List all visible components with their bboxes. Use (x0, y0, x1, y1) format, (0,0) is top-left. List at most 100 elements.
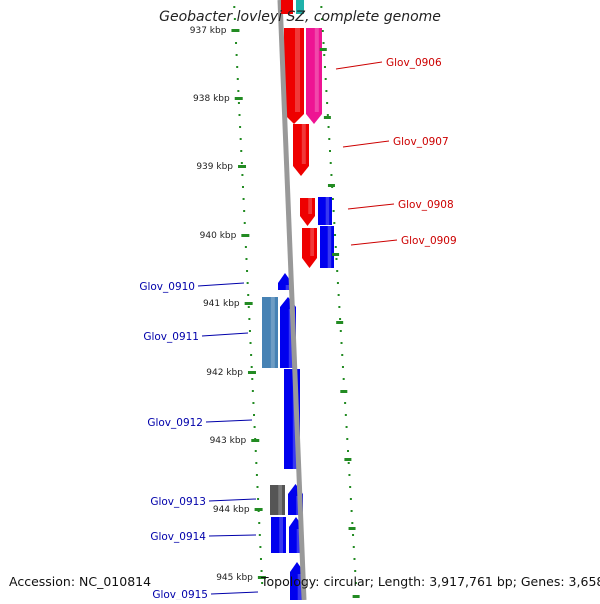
major-tick-right (344, 458, 352, 461)
right-tick-track-dot (350, 510, 353, 512)
gene-label-glov_0906: Glov_0906 (386, 57, 442, 69)
major-tick (247, 371, 256, 374)
tick-label: 939 kbp (196, 162, 233, 172)
gene-leader-line (201, 332, 249, 337)
right-tick-track-dot (321, 30, 324, 32)
right-tick-track-dot (329, 150, 331, 152)
gene-leader-line (197, 282, 245, 287)
left-tick-track-dot (233, 18, 236, 20)
right-tick-track-dot (329, 162, 332, 164)
gene-leader-line (208, 534, 257, 537)
gene-leader-line (350, 239, 398, 246)
right-tick-track-dot (354, 582, 357, 584)
major-tick-right (319, 48, 327, 51)
left-tick-track-dot (248, 318, 251, 320)
tick-label: 945 kbp (216, 573, 253, 583)
gene-label-glov_0911: Glov_0911 (143, 331, 199, 343)
feature-glov-0907 (293, 124, 309, 176)
feature-glov-0906-magenta-highlight (314, 28, 319, 112)
left-tick-track-dot (240, 150, 243, 152)
left-tick-track-dot (256, 486, 259, 488)
left-tick-track-dot (239, 138, 242, 140)
right-tick-track-dot (333, 222, 336, 224)
right-tick-track-dot (326, 102, 329, 104)
gene-leader-line (205, 419, 253, 423)
feature-glov-0908-blue (318, 197, 332, 225)
left-tick-track-dot (250, 354, 253, 356)
genome-summary-text: Topology: circular; Length: 3,917,761 bp… (261, 574, 600, 589)
left-tick-track-dot (251, 390, 254, 392)
right-tick-track-dot (344, 414, 347, 416)
right-tick-track-dot (352, 534, 355, 536)
tick-label: 937 kbp (190, 26, 227, 36)
major-tick (251, 439, 260, 442)
right-tick-track-dot (341, 366, 344, 368)
left-tick-track-dot (258, 522, 261, 524)
feature-glov-0911-steelblue-highlight (270, 297, 275, 368)
left-tick-track-dot (235, 42, 238, 44)
gene-label-glov_0915: Glov_0915 (152, 589, 208, 600)
right-tick-track-dot (341, 354, 344, 356)
major-tick-right (336, 321, 344, 324)
left-tick-track-dot (241, 186, 244, 188)
right-tick-track-dot (332, 210, 335, 212)
major-tick (257, 576, 266, 579)
left-tick-track-dot (255, 474, 258, 476)
map-title: Geobacter lovleyi SZ, complete genome (159, 9, 441, 25)
right-tick-track-dot (339, 318, 342, 320)
left-tick-track-dot (253, 426, 256, 428)
major-tick-right (340, 390, 348, 393)
tick-label: 942 kbp (206, 368, 243, 378)
right-tick-track-dot (334, 246, 337, 248)
right-tick-track-dot (351, 522, 354, 524)
left-tick-track-dot (248, 330, 251, 332)
feature-glov-0907-highlight (301, 124, 306, 164)
left-tick-track-dot (258, 534, 261, 536)
right-tick-track-dot (338, 306, 341, 308)
major-tick-right (323, 116, 331, 119)
left-tick-track-dot (238, 114, 241, 116)
left-tick-track-dot (242, 198, 245, 200)
feature-glov-0909-highlight (310, 228, 314, 256)
right-tick-track-dot (331, 198, 334, 200)
right-tick-track-dot (347, 450, 349, 452)
tick-label: 944 kbp (213, 505, 250, 515)
major-tick-right (332, 253, 340, 256)
major-tick-right (348, 527, 356, 530)
left-tick-track-dot (259, 546, 262, 548)
feature-glov-0906-magenta (306, 28, 322, 124)
tick-label: 938 kbp (193, 94, 230, 104)
tick-label: 940 kbp (200, 231, 237, 241)
gene-label-glov_0909: Glov_0909 (401, 235, 457, 247)
right-tick-track-dot (335, 258, 338, 260)
gene-leader-line (210, 591, 259, 595)
feature-glov-0909 (302, 228, 317, 268)
left-tick-track-dot (246, 270, 249, 272)
tick-label: 943 kbp (210, 436, 247, 446)
feature-glov-0906 (284, 28, 304, 124)
left-tick-track-dot (239, 126, 242, 128)
left-tick-track-dot (247, 306, 250, 308)
right-tick-track-dot (324, 78, 327, 80)
feature-glov-0910-highlight (285, 285, 290, 290)
right-tick-track-dot (323, 54, 326, 56)
left-tick-track-dot (259, 558, 262, 560)
feature-glov-0910 (278, 273, 292, 290)
left-tick-track-dot (250, 366, 253, 368)
major-tick (238, 165, 247, 168)
right-tick-track-dot (349, 498, 352, 500)
left-tick-track-dot (249, 342, 252, 344)
gene-leader-line (335, 61, 383, 70)
right-tick-track-dot (325, 90, 328, 92)
left-tick-track-dot (247, 294, 250, 296)
left-tick-track-dot (237, 90, 240, 92)
accession-text: Accession: NC_010814 (9, 574, 152, 589)
left-tick-track-dot (244, 246, 247, 248)
feature-glov-0906-highlight (295, 28, 300, 112)
right-tick-track-dot (336, 282, 339, 284)
left-tick-track-dot (235, 54, 238, 56)
feature-top-red (281, 0, 293, 14)
right-tick-track-dot (328, 138, 331, 140)
left-tick-track-dot (243, 222, 246, 224)
